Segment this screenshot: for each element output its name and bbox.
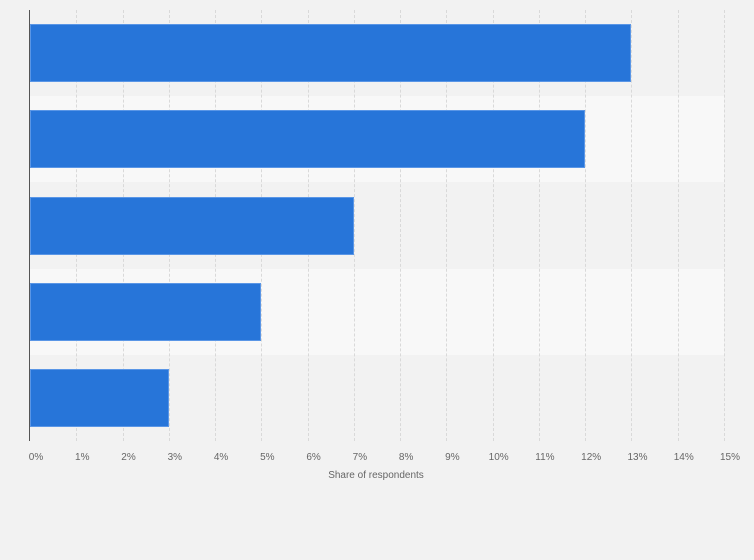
gridline bbox=[400, 10, 402, 441]
x-tick-label: 9% bbox=[445, 452, 460, 463]
gridline bbox=[631, 10, 633, 441]
x-tick-label: 8% bbox=[398, 452, 414, 463]
gridline bbox=[585, 10, 587, 441]
x-tick-label: 6% bbox=[306, 452, 321, 463]
plot-area bbox=[30, 10, 725, 441]
bar[interactable] bbox=[30, 24, 632, 83]
bar[interactable] bbox=[30, 368, 169, 427]
gridline bbox=[446, 10, 448, 441]
gridline bbox=[677, 10, 679, 441]
y-axis-line bbox=[29, 10, 30, 441]
bar[interactable] bbox=[30, 110, 586, 169]
x-tick-label: 1% bbox=[75, 452, 90, 463]
x-tick-label: 4% bbox=[213, 452, 229, 463]
x-axis-title: Share of respondents bbox=[328, 470, 424, 481]
bar[interactable] bbox=[30, 196, 354, 255]
x-tick-label: 13% bbox=[627, 452, 648, 463]
x-tick-label: 0% bbox=[28, 452, 44, 463]
x-tick-label: 12% bbox=[581, 452, 602, 463]
gridline bbox=[724, 10, 725, 441]
x-tick-label: 14% bbox=[673, 452, 694, 463]
x-tick-label: 5% bbox=[260, 452, 275, 463]
x-tick-label: 7% bbox=[352, 452, 368, 463]
x-tick-label: 3% bbox=[167, 452, 183, 463]
x-tick-label: 15% bbox=[719, 452, 741, 463]
bar[interactable] bbox=[30, 282, 262, 341]
gridline bbox=[353, 10, 355, 441]
x-tick-label: 10% bbox=[488, 452, 509, 463]
x-tick-label: 2% bbox=[121, 452, 136, 463]
gridline bbox=[492, 10, 494, 441]
gridline bbox=[538, 10, 540, 441]
x-tick-label: 11% bbox=[535, 452, 555, 463]
